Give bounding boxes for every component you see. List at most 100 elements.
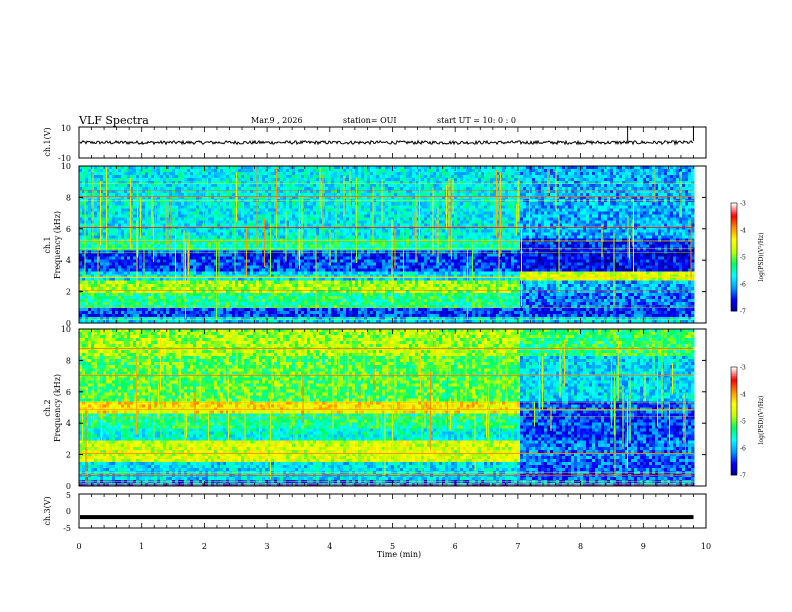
spectrogram-cell: [472, 199, 475, 202]
spectrogram-cell: [541, 202, 544, 205]
spectrogram-cell: [433, 172, 436, 175]
spectrogram-cell: [664, 175, 667, 178]
spectrogram-cell: [616, 184, 619, 187]
spectrogram-cell: [241, 193, 244, 196]
spectrogram-cell: [631, 193, 634, 196]
spectrogram-cell: [292, 175, 295, 178]
spectrogram-cell: [508, 169, 511, 172]
spectrogram-cell: [586, 193, 589, 196]
spectrogram-cell: [658, 184, 661, 187]
spectrogram-cell: [502, 178, 505, 181]
spectrogram-cell: [226, 178, 229, 181]
spectrogram-cell: [361, 178, 364, 181]
spectrogram-cell: [118, 172, 121, 175]
spectrogram-cell: [394, 169, 397, 172]
spectrogram-cell: [580, 193, 583, 196]
spectrogram-cell: [298, 175, 301, 178]
spectrogram-cell: [478, 178, 481, 181]
spectrogram-cell: [427, 172, 430, 175]
spectrogram-cell: [358, 175, 361, 178]
spectrogram-cell: [322, 169, 325, 172]
spectrogram-cell: [385, 202, 388, 205]
spectrogram-cell: [478, 202, 481, 205]
spectrogram-cell: [169, 178, 172, 181]
spectrogram-cell: [157, 199, 160, 202]
spectrogram-cell: [229, 199, 232, 202]
spectrogram-cell: [394, 178, 397, 181]
spectrogram-cell: [217, 175, 220, 178]
spectrogram-cell: [631, 184, 634, 187]
spectrogram-cell: [502, 169, 505, 172]
spectrogram-cell: [607, 199, 610, 202]
spectrogram-cell: [367, 199, 370, 202]
spectrogram-cell: [220, 178, 223, 181]
spectrogram-cell: [541, 178, 544, 181]
spectrogram-cell: [589, 172, 592, 175]
spectrogram-cell: [565, 199, 568, 202]
spectrogram-cell: [220, 199, 223, 202]
spectrogram-cell: [169, 172, 172, 175]
spectrogram-cell: [622, 193, 625, 196]
spectrogram-cell: [538, 184, 541, 187]
spectrogram-cell: [211, 184, 214, 187]
spectrogram-cell: [685, 169, 688, 172]
spectrogram-cell: [433, 175, 436, 178]
spectrogram-cell: [643, 202, 646, 205]
spectrogram-cell: [535, 202, 538, 205]
spectrogram-cell: [487, 175, 490, 178]
spectrogram-cell: [598, 178, 601, 181]
spectrogram-cell: [508, 184, 511, 187]
spectrogram-cell: [517, 172, 520, 175]
spectrogram-cell: [343, 169, 346, 172]
spectrogram-cell: [337, 193, 340, 196]
spectrogram-cell: [259, 172, 262, 175]
spectrogram-cell: [295, 175, 298, 178]
spectrogram-cell: [406, 202, 409, 205]
spectrogram-cell: [352, 184, 355, 187]
spectrogram-cell: [163, 169, 166, 172]
spectrogram-cell: [325, 169, 328, 172]
spectrogram-cell: [253, 202, 256, 205]
spectrogram-cell: [511, 178, 514, 181]
spectrogram-cell: [229, 169, 232, 172]
spectrogram-cell: [568, 199, 571, 202]
spectrogram-cell: [646, 202, 649, 205]
spectrogram-cell: [226, 202, 229, 205]
spectrogram-cell: [670, 178, 673, 181]
spectrogram-cell: [685, 172, 688, 175]
spectrogram-cell: [364, 175, 367, 178]
spectrogram-cell: [406, 184, 409, 187]
spectrogram-cell: [490, 184, 493, 187]
spectrogram-cell: [376, 172, 379, 175]
ch1-ytick-top: 10: [61, 124, 71, 133]
spectrogram-cell: [598, 172, 601, 175]
spectrogram-cell: [145, 184, 148, 187]
spectrogram-cell: [490, 199, 493, 202]
spectrogram-cell: [625, 202, 628, 205]
spectrogram-cell: [493, 172, 496, 175]
spectrogram-cell: [400, 178, 403, 181]
spectrogram-cell: [556, 199, 559, 202]
spectrogram-cell: [472, 175, 475, 178]
spectrogram-cell: [205, 169, 208, 172]
spectrogram-cell: [307, 178, 310, 181]
spectrogram-cell: [382, 175, 385, 178]
spectrogram-cell: [421, 184, 424, 187]
spectrogram-cell: [493, 169, 496, 172]
spectrogram-cell: [88, 193, 91, 196]
spectrogram-cell: [424, 178, 427, 181]
spectrogram-cell: [397, 184, 400, 187]
spectrogram-cell: [433, 178, 436, 181]
spectrogram-cell: [190, 172, 193, 175]
spectrogram-cell: [394, 175, 397, 178]
spectrogram-cell: [442, 175, 445, 178]
spectrogram-cell: [589, 184, 592, 187]
spectrogram-cell: [676, 184, 679, 187]
spectrogram-cell: [526, 193, 529, 196]
spectrogram-cell: [673, 169, 676, 172]
spectrogram-cell: [400, 184, 403, 187]
spectrogram-cell: [580, 178, 583, 181]
spectrogram-cell: [223, 202, 226, 205]
spectrogram-cell: [478, 193, 481, 196]
spectrogram-cell: [505, 199, 508, 202]
